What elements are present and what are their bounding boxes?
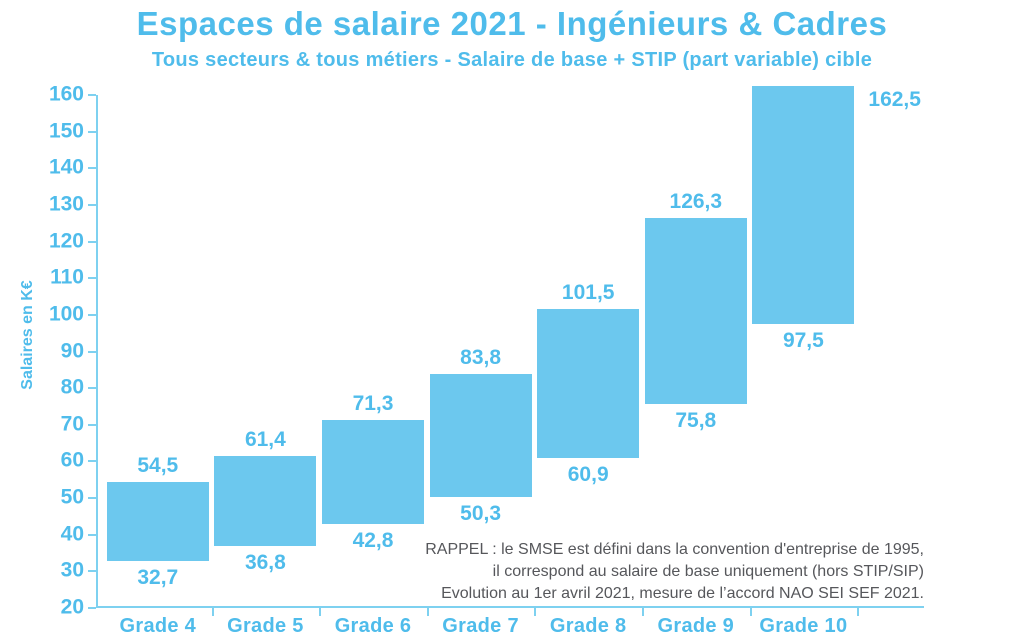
x-axis-tick: [534, 608, 537, 616]
x-axis-category-label: Grade 8: [549, 615, 627, 637]
footnote-line-1: RAPPEL : le SMSE est défini dans la conv…: [425, 541, 924, 558]
range-bar: [214, 456, 317, 547]
y-axis-tick-label: 50: [60, 485, 84, 509]
y-axis-tick: [88, 313, 96, 316]
bar-max-label: 162,5: [868, 87, 921, 111]
footnote-line-3: Evolution au 1er avril 2021, mesure de l…: [441, 585, 924, 602]
y-axis-tick: [88, 460, 96, 463]
x-axis-tick: [426, 608, 429, 616]
y-axis-tick: [88, 94, 96, 96]
bar-max-label: 83,8: [460, 346, 502, 370]
bar-max-label: 101,5: [561, 281, 615, 305]
x-axis-category-label: Grade 4: [119, 615, 197, 637]
x-axis-category-label: Grade 9: [657, 615, 735, 637]
y-axis-tick-label: 20: [60, 595, 84, 619]
y-axis-tick-label: 40: [60, 522, 84, 546]
y-axis-tick-label: 90: [60, 339, 84, 363]
y-axis-tick: [88, 423, 96, 426]
y-axis-line: [96, 95, 98, 608]
plot-area: 20 30 40 50 60 70 80 90 100 110 120 130 140 150 160 54,…: [49, 83, 924, 637]
y-axis-tick: [88, 203, 96, 206]
y-axis-tick-label: 60: [60, 448, 84, 472]
y-axis-tick-label: 100: [48, 302, 84, 326]
bar-min-label: 60,9: [567, 463, 609, 487]
x-axis-tick: [749, 608, 752, 616]
y-axis-tick: [88, 607, 96, 609]
y-axis-tick: [88, 387, 96, 390]
x-axis-category-label: Grade 6: [334, 615, 412, 637]
range-bar: [644, 218, 747, 404]
bar-min-label: 32,7: [137, 566, 179, 590]
y-axis-title: Salaires en K€: [19, 280, 36, 390]
y-axis-tick: [88, 240, 96, 243]
y-axis-tick-label: 30: [60, 558, 84, 582]
range-bar: [106, 481, 209, 562]
y-axis-tick: [88, 277, 96, 280]
y-axis-tick: [88, 167, 96, 170]
x-axis-category-label: Grade 10: [759, 615, 848, 637]
x-axis-line: [96, 606, 924, 608]
range-bar: [429, 374, 532, 497]
y-axis-tick-label: 110: [50, 265, 84, 289]
y-axis-tick-label: 80: [60, 375, 84, 399]
bar-max-label: 71,3: [352, 392, 394, 416]
x-axis-category-label: Grade 7: [442, 615, 519, 637]
footnote: RAPPEL : le SMSE est défini dans la conv…: [425, 539, 924, 605]
bar-max-label: 126,3: [669, 190, 723, 214]
bar-min-label: 50,3: [460, 501, 502, 525]
range-bar: [752, 85, 855, 325]
y-axis-tick: [88, 130, 96, 133]
bar-max-label: 54,5: [137, 453, 179, 477]
bar-min-label: 42,8: [352, 529, 394, 553]
bar-min-label: 36,8: [244, 551, 286, 575]
y-axis-tick-label: 160: [48, 82, 84, 106]
y-axis-tick-label: 150: [48, 119, 84, 143]
x-axis-category-label: Grade 5: [227, 615, 304, 637]
x-axis-tick: [642, 608, 644, 616]
bar-max-label: 61,4: [244, 428, 286, 452]
y-axis-tick: [88, 497, 96, 500]
y-axis-tick: [88, 570, 96, 573]
chart-subtitle: Tous secteurs & tous métiers - Salaire d…: [151, 49, 873, 71]
chart-title: Espaces de salaire 2021 - Ingénieurs & C…: [136, 5, 888, 42]
footnote-line-2: il correspond au salaire de base uniquem…: [492, 563, 924, 580]
bar-min-label: 97,5: [782, 329, 824, 353]
x-axis-tick: [857, 608, 860, 616]
y-axis-tick-label: 130: [48, 192, 84, 216]
y-axis-tick: [88, 533, 96, 536]
y-axis-tick-label: 120: [48, 229, 84, 253]
y-axis-tick-label: 140: [48, 155, 84, 179]
y-axis-tick: [88, 350, 96, 353]
x-axis-tick: [211, 608, 214, 616]
range-bar: [537, 309, 640, 459]
bar-min-label: 75,8: [675, 408, 717, 432]
range-bar: [322, 420, 424, 525]
y-axis-tick-label: 70: [60, 412, 84, 436]
x-axis-tick: [319, 608, 322, 616]
